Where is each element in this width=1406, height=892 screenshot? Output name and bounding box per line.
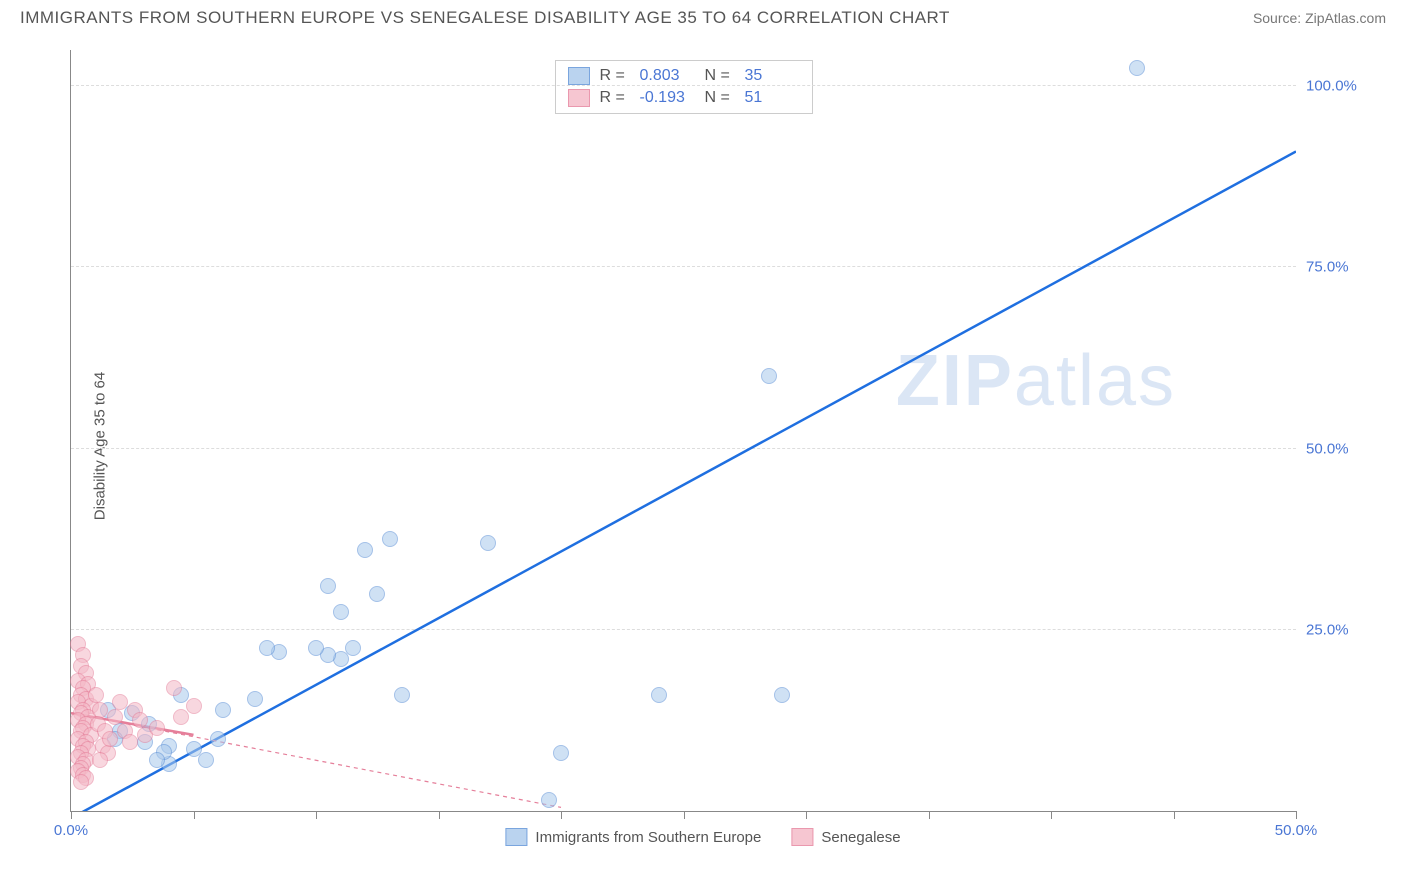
legend-item-2: Senegalese	[791, 828, 900, 846]
data-point	[541, 792, 557, 808]
r-value-1: 0.803	[640, 67, 695, 85]
legend-label-2: Senegalese	[821, 829, 900, 846]
n-value-2: 51	[745, 89, 800, 107]
data-point	[122, 734, 138, 750]
data-point	[92, 702, 108, 718]
data-point	[259, 640, 275, 656]
chart-container: Disability Age 35 to 64 ZIPatlas R = 0.8…	[20, 40, 1386, 852]
data-point	[394, 687, 410, 703]
x-tick	[439, 811, 440, 819]
data-point	[149, 720, 165, 736]
x-tick	[1051, 811, 1052, 819]
gridline	[71, 266, 1296, 267]
swatch-series-2	[791, 828, 813, 846]
x-tick-label: 0.0%	[54, 822, 88, 839]
data-point	[1129, 60, 1145, 76]
source-label: Source: ZipAtlas.com	[1253, 10, 1386, 26]
data-point	[369, 586, 385, 602]
data-point	[92, 752, 108, 768]
watermark: ZIPatlas	[896, 340, 1176, 422]
data-point	[210, 731, 226, 747]
x-tick	[684, 811, 685, 819]
gridline	[71, 85, 1296, 86]
x-tick-label: 50.0%	[1275, 822, 1318, 839]
x-tick	[561, 811, 562, 819]
x-tick	[194, 811, 195, 819]
swatch-series-1	[505, 828, 527, 846]
x-tick	[806, 811, 807, 819]
x-tick	[1174, 811, 1175, 819]
plot-area: ZIPatlas R = 0.803 N = 35 R = -0.193 N =…	[70, 50, 1296, 812]
data-point	[308, 640, 324, 656]
legend-label-1: Immigrants from Southern Europe	[535, 829, 761, 846]
x-tick	[929, 811, 930, 819]
r-value-2: -0.193	[640, 89, 695, 107]
swatch-series-1	[568, 67, 590, 85]
gridline	[71, 629, 1296, 630]
y-tick-label: 25.0%	[1306, 621, 1376, 638]
data-point	[761, 368, 777, 384]
data-point	[247, 691, 263, 707]
gridline	[71, 448, 1296, 449]
data-point	[112, 694, 128, 710]
data-point	[173, 709, 189, 725]
x-tick	[316, 811, 317, 819]
data-point	[198, 752, 214, 768]
legend-bottom: Immigrants from Southern Europe Senegale…	[505, 828, 900, 846]
swatch-series-2	[568, 89, 590, 107]
data-point	[149, 752, 165, 768]
y-tick-label: 100.0%	[1306, 78, 1376, 95]
legend-item-1: Immigrants from Southern Europe	[505, 828, 761, 846]
data-point	[102, 731, 118, 747]
n-value-1: 35	[745, 67, 800, 85]
data-point	[166, 680, 182, 696]
data-point	[774, 687, 790, 703]
y-tick-label: 50.0%	[1306, 440, 1376, 457]
header: IMMIGRANTS FROM SOUTHERN EUROPE VS SENEG…	[0, 0, 1406, 32]
x-tick	[1296, 811, 1297, 819]
legend-stats-row: R = 0.803 N = 35	[568, 65, 800, 87]
legend-stats: R = 0.803 N = 35 R = -0.193 N = 51	[555, 60, 813, 114]
chart-title: IMMIGRANTS FROM SOUTHERN EUROPE VS SENEG…	[20, 8, 950, 28]
data-point	[333, 604, 349, 620]
data-point	[382, 531, 398, 547]
data-point	[215, 702, 231, 718]
y-tick-label: 75.0%	[1306, 259, 1376, 276]
legend-stats-row: R = -0.193 N = 51	[568, 87, 800, 109]
data-point	[553, 745, 569, 761]
data-point	[320, 578, 336, 594]
x-tick	[71, 811, 72, 819]
data-point	[73, 774, 89, 790]
data-point	[357, 542, 373, 558]
data-point	[107, 709, 123, 725]
data-point	[480, 535, 496, 551]
data-point	[651, 687, 667, 703]
